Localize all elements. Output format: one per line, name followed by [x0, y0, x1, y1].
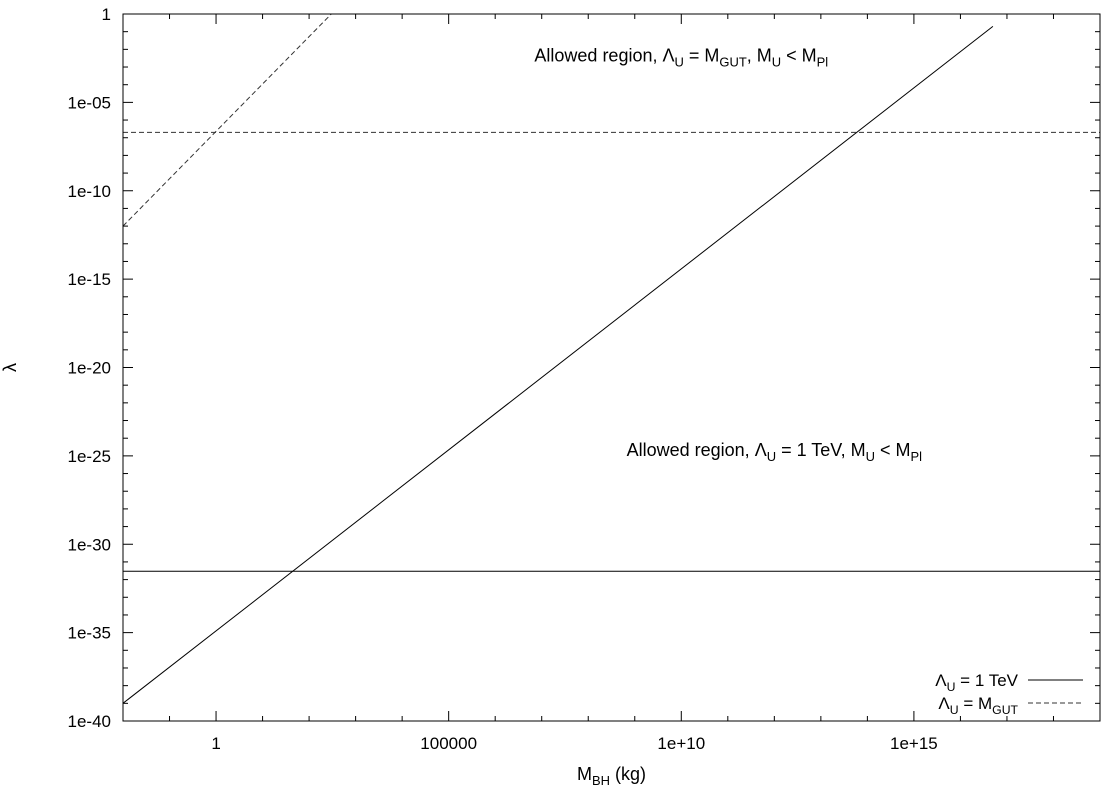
legend-label-0: ΛU = 1 TeV — [935, 671, 1018, 694]
axis-ticks: 1 100000 1e+10 1e+15 1e-40 1e-35 1e-30 1e-25 1e-… — [68, 5, 1101, 753]
y-tick-label: 1e-10 — [68, 182, 111, 201]
x-tick-label: 1e+10 — [657, 734, 705, 753]
legend-label-1: ΛU = MGUT — [938, 694, 1018, 717]
y-axis-label: λ — [0, 363, 20, 372]
y-tick-label: 1 — [102, 5, 111, 24]
annotation-1: Allowed region, ΛU = 1 TeV, MU < MPl — [627, 440, 923, 464]
y-tick-label: 1e-15 — [68, 270, 111, 289]
annotation-0: Allowed region, ΛU = MGUT, MU < MPl — [534, 46, 828, 70]
x-tick-label: 100000 — [420, 734, 477, 753]
y-tick-label: 1e-20 — [68, 359, 111, 378]
y-tick-label: 1e-30 — [68, 535, 111, 554]
y-tick-label: 1e-35 — [68, 624, 111, 643]
text-labels: MBH (kg) λ Allowed region, ΛU = MGUT, MU <… — [0, 46, 1083, 788]
plot-marks — [122, 13, 1100, 704]
x-tick-label: 1e+15 — [890, 734, 938, 753]
series-0-line-0 — [122, 26, 994, 704]
x-tick-label: 1 — [211, 734, 220, 753]
y-tick-label: 1e-05 — [68, 93, 111, 112]
y-tick-label: 1e-25 — [68, 447, 111, 466]
x-axis-label: MBH (kg) — [577, 764, 646, 788]
y-tick-label: 1e-40 — [68, 712, 111, 731]
series-1-line-0 — [122, 13, 332, 227]
plot-frame — [122, 13, 1101, 722]
